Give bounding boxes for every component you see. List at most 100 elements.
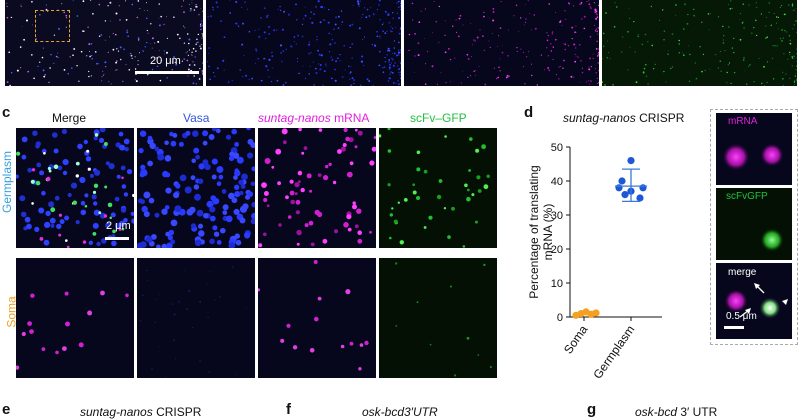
speckle-dot <box>207 316 209 319</box>
speckle-dot <box>189 10 191 12</box>
speckle-dot <box>334 68 336 71</box>
speckle-dot <box>399 51 401 53</box>
speckle-dot <box>466 196 471 202</box>
speckle-dot <box>167 235 173 241</box>
speckle-dot <box>309 189 313 193</box>
speckle-dot <box>192 47 195 50</box>
speckle-dot <box>593 2 595 4</box>
speckle-dot <box>483 15 485 18</box>
speckle-dot <box>137 63 139 66</box>
speckle-dot <box>476 36 479 39</box>
speckle-dot <box>151 68 154 71</box>
speckle-dot <box>194 56 196 58</box>
speckle-dot <box>376 9 378 11</box>
speckle-dot <box>209 238 215 245</box>
speckle-dot <box>69 56 71 58</box>
speckle-dot <box>330 34 332 35</box>
speckle-dot <box>298 72 300 75</box>
speckle-dot <box>301 35 304 38</box>
speckle-dot <box>52 132 58 138</box>
speckle-dot <box>330 56 332 58</box>
speckle-dot <box>294 192 298 196</box>
speckle-dot <box>470 22 472 24</box>
inset-gfp-spot <box>760 228 784 252</box>
speckle-dot <box>241 43 244 46</box>
speckle-dot <box>788 35 791 37</box>
speckle-dot <box>188 4 190 6</box>
speckle-dot <box>80 50 83 53</box>
speckle-dot <box>590 66 592 68</box>
speckle-dot <box>547 35 549 37</box>
speckle-dot <box>268 58 271 62</box>
speckle-dot <box>146 29 148 32</box>
speckle-dot <box>746 83 748 85</box>
speckle-dot <box>146 73 149 76</box>
speckle-dot <box>398 41 400 44</box>
speckle-dot <box>175 63 178 66</box>
speckle-dot <box>287 13 291 16</box>
speckle-dot <box>279 9 282 12</box>
speckle-dot <box>194 193 201 201</box>
speckle-dot <box>96 62 98 65</box>
speckle-dot <box>146 279 149 282</box>
speckle-dot <box>684 3 686 6</box>
speckle-dot <box>110 20 112 22</box>
speckle-dot <box>164 376 167 378</box>
speckle-dot <box>662 9 664 11</box>
speckle-dot <box>27 70 30 73</box>
speckle-dot <box>206 283 209 286</box>
speckle-dot <box>53 62 55 64</box>
speckle-dot <box>190 54 192 56</box>
speckle-dot <box>207 15 209 18</box>
speckle-dot <box>379 35 381 37</box>
top-mrna-dots <box>408 0 599 86</box>
speckle-dot <box>781 40 783 42</box>
speckle-dot <box>324 7 326 9</box>
speckle-dot <box>399 60 401 62</box>
speckle-dot <box>337 149 342 154</box>
speckle-dot <box>117 50 120 52</box>
speckle-dot <box>154 42 156 44</box>
speckle-dot <box>525 18 527 20</box>
speckle-dot <box>785 73 787 75</box>
c-scale-bar-line <box>107 237 129 240</box>
speckle-dot <box>449 58 452 61</box>
speckle-dot <box>768 11 770 14</box>
speckle-dot <box>319 64 322 66</box>
speckle-dot <box>358 367 362 371</box>
speckle-dot <box>581 67 583 69</box>
speckle-dot <box>388 49 391 52</box>
speckle-dot <box>200 28 202 31</box>
speckle-dot <box>448 48 450 50</box>
speckle-dot <box>6 16 9 19</box>
speckle-dot <box>20 211 27 218</box>
speckle-dot <box>343 128 348 133</box>
speckle-dot <box>172 61 174 63</box>
speckle-dot <box>733 51 735 54</box>
speckle-dot <box>109 1 112 4</box>
speckle-dot <box>637 34 639 36</box>
speckle-dot <box>477 354 480 356</box>
speckle-dot <box>663 30 666 32</box>
speckle-dot <box>596 83 598 85</box>
speckle-dot <box>363 65 365 66</box>
speckle-dot <box>237 25 240 27</box>
speckle-dot <box>488 40 490 42</box>
speckle-dot <box>210 15 212 17</box>
soma-vasa-panel <box>137 258 255 378</box>
speckle-dot <box>228 192 235 200</box>
speckle-dot <box>62 346 67 351</box>
speckle-dot <box>289 190 295 196</box>
speckle-dot <box>390 71 392 73</box>
speckle-dot <box>119 46 122 49</box>
speckle-dot <box>234 142 239 147</box>
speckle-dot <box>89 0 92 1</box>
speckle-dot <box>328 162 332 167</box>
speckle-dot <box>140 241 147 248</box>
speckle-dot <box>563 42 565 44</box>
speckle-dot <box>193 184 200 190</box>
speckle-dot <box>352 204 357 210</box>
speckle-dot <box>501 51 504 54</box>
speckle-dot <box>155 298 157 301</box>
speckle-dot <box>168 229 175 236</box>
